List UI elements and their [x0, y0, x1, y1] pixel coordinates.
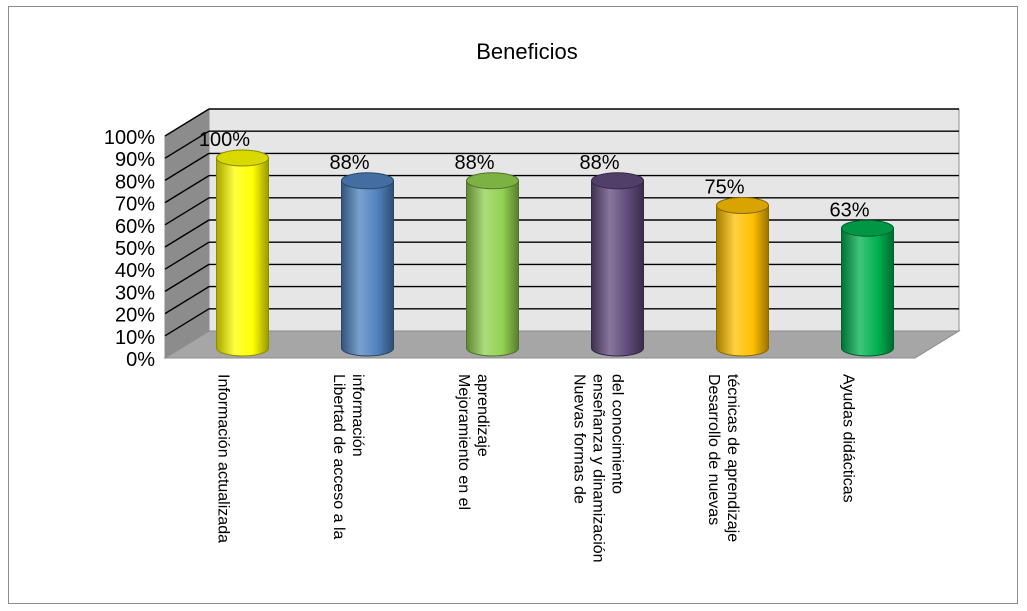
x-tick-label: Información actualizada — [215, 374, 232, 543]
chart-walls — [163, 108, 961, 359]
y-tick-label: 100% — [104, 127, 155, 149]
bar-top — [216, 149, 269, 167]
bar — [591, 172, 644, 357]
y-axis: 0%10%20%30%40%50%60%70%80%90%100% — [104, 127, 155, 371]
x-axis: Información actualizada Libertad de acces… — [215, 374, 857, 563]
gridline-side — [164, 197, 210, 226]
gridlines — [164, 108, 959, 337]
data-labels: 100% 88% 88% 88% 75% 63% — [199, 129, 870, 221]
x-tick-label-line: Libertad de acceso a la — [330, 374, 347, 540]
gridline-side — [164, 175, 210, 204]
x-tick-label-line: Nuevas formas de — [571, 374, 588, 504]
bar-top — [466, 172, 519, 190]
data-label: 88% — [329, 152, 369, 174]
x-tick-label-line: aprendizaje — [474, 374, 491, 457]
data-label: 88% — [579, 152, 619, 174]
x-tick-label-line: del conocimiento — [609, 374, 626, 494]
chart-title: Beneficios — [476, 39, 578, 64]
gridline-side — [164, 308, 210, 337]
bar — [341, 172, 394, 357]
gridline-side — [164, 130, 210, 159]
bar-top — [341, 172, 394, 190]
bar-top — [716, 197, 769, 214]
y-tick-label: 0% — [126, 349, 155, 371]
x-tick-label: Nuevas formas de enseñanza y dinamización… — [571, 374, 626, 563]
gridline-side — [164, 263, 210, 292]
bar-top — [841, 219, 894, 237]
y-tick-label: 50% — [115, 238, 155, 260]
bar — [466, 172, 519, 357]
gridline-side — [164, 241, 210, 270]
bar-body — [716, 205, 769, 357]
y-tick-label: 60% — [115, 216, 155, 238]
gridline-side — [164, 108, 210, 137]
x-tick-label-line: información — [349, 374, 366, 457]
y-tick-label: 30% — [115, 282, 155, 304]
x-tick-label: Libertad de acceso a la información — [330, 374, 366, 540]
x-tick-label-line: Información actualizada — [215, 374, 232, 543]
x-tick-label-line: Ayudas didácticas — [840, 374, 857, 503]
x-tick-label: Desarrollo de nuevas técnicas de aprendiz… — [705, 374, 741, 542]
bar-body — [591, 180, 644, 357]
bar-body — [216, 157, 269, 357]
chart-frame: Beneficios 0% 10% 20% 30% 40% 50% 60% 70% 80% 90%… — [8, 6, 1018, 604]
bar-body — [466, 180, 519, 357]
y-tick-label: 20% — [115, 305, 155, 327]
gridline-side — [164, 286, 210, 315]
x-tick-label: Ayudas didácticas — [840, 374, 857, 503]
x-tick-label-line: enseñanza y dinamización — [590, 374, 607, 563]
bar-chart: Beneficios 0%10%20%30%40%50%60%70%80%90%… — [104, 39, 961, 563]
x-tick-label: Mejoramiento en el aprendizaje — [455, 374, 491, 510]
bar-top — [591, 172, 644, 190]
bar — [841, 219, 894, 357]
data-label: 75% — [704, 177, 744, 199]
x-tick-label-line: Mejoramiento en el — [455, 374, 472, 510]
chart-floor — [163, 330, 961, 359]
bar-body — [341, 180, 394, 357]
y-tick-label: 40% — [115, 260, 155, 282]
bar-body — [841, 227, 894, 357]
gridline-side — [164, 219, 210, 248]
data-label: 100% — [199, 129, 250, 151]
bar — [716, 197, 769, 357]
y-tick-label: 90% — [115, 149, 155, 171]
bars — [216, 149, 894, 357]
y-tick-label: 80% — [115, 171, 155, 193]
y-tick-label: 10% — [115, 327, 155, 349]
x-tick-label-line: Desarrollo de nuevas — [705, 374, 722, 525]
x-tick-label-line: técnicas de aprendizaje — [724, 374, 741, 542]
data-label: 88% — [454, 152, 494, 174]
data-label: 63% — [829, 199, 869, 221]
bar — [216, 149, 269, 357]
y-tick-label: 70% — [115, 194, 155, 216]
gridline-side — [164, 152, 210, 181]
